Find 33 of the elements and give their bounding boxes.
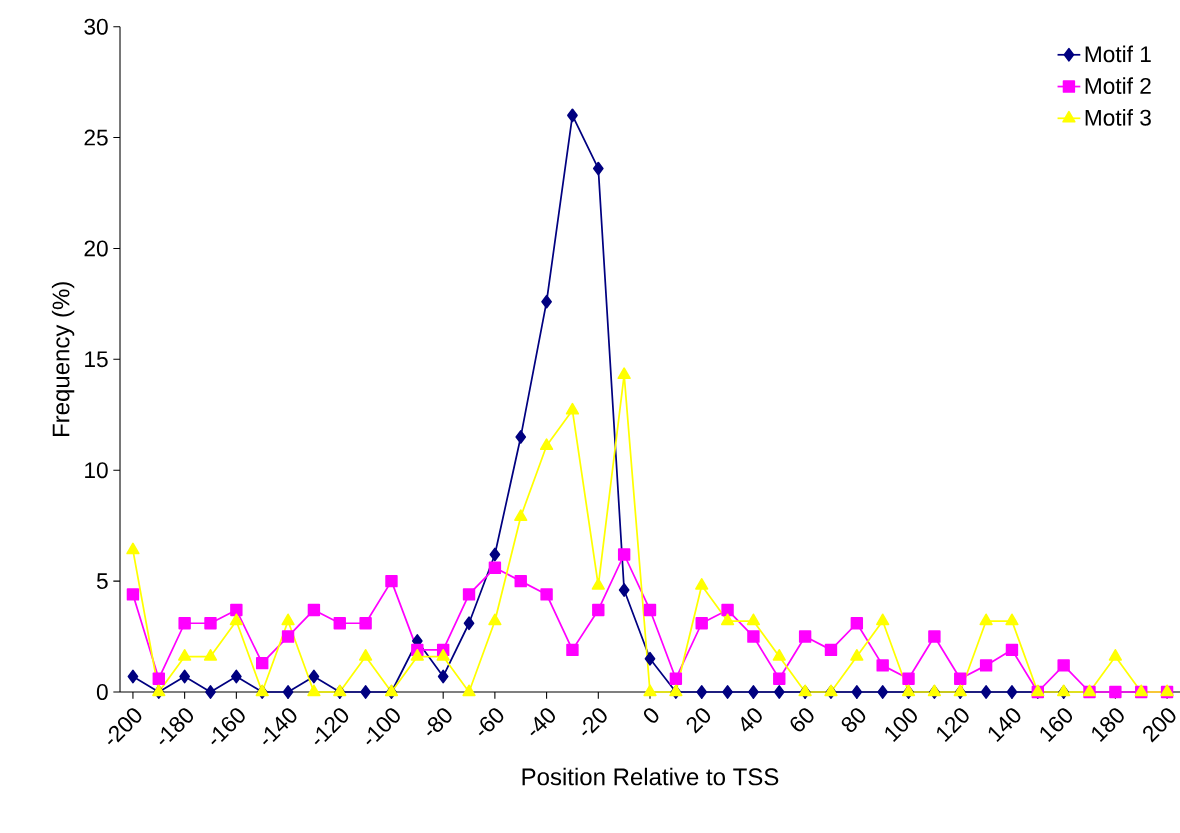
x-tick-label: 100 <box>885 708 917 742</box>
x-tick-label: -140 <box>263 708 297 745</box>
x-tick-label: -200 <box>107 708 142 745</box>
x-tick-label: -160 <box>211 708 245 745</box>
x-tick-label: 120 <box>937 708 969 742</box>
x-tick-label: 140 <box>988 708 1021 742</box>
x-tick-label: 200 <box>1143 708 1176 743</box>
x-tick-label: -180 <box>159 708 194 745</box>
x-tick-label: -80 <box>427 708 452 736</box>
x-tick-label: 40 <box>741 708 762 732</box>
legend-label: Motif 1 <box>1085 45 1151 63</box>
legend-label: Motif 3 <box>1085 108 1151 126</box>
x-tick-label: 20 <box>686 708 711 734</box>
x-tick-label: 80 <box>841 708 866 732</box>
x-tick-label: 160 <box>1040 708 1073 742</box>
y-tick-label: 25 <box>84 129 108 146</box>
x-tick-label: -100 <box>366 708 400 745</box>
x-tick-label: -120 <box>314 708 349 745</box>
y-tick-label: 0 <box>96 683 108 700</box>
x-tick-label: 60 <box>790 708 814 732</box>
y-tick-label: 10 <box>85 462 108 479</box>
y-tick-label: 15 <box>85 351 108 368</box>
y-tick-label: 30 <box>84 18 108 35</box>
legend-label: Motif 2 <box>1085 77 1151 94</box>
x-tick-label: -40 <box>530 708 555 736</box>
x-tick-label: -20 <box>582 708 607 736</box>
x-axis-title: Position Relative to TSS <box>522 767 779 786</box>
y-axis-title: Frequency (%) <box>51 282 75 436</box>
x-tick-label: 0 <box>643 708 659 723</box>
y-tick-label: 20 <box>84 240 108 257</box>
x-tick-label: 180 <box>1092 708 1124 742</box>
x-tick-label: -60 <box>478 708 504 736</box>
y-tick-label: 5 <box>96 573 108 589</box>
